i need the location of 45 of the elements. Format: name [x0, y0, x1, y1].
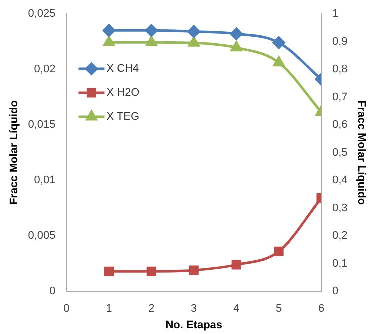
y2-tick-label: 0,3 [332, 202, 348, 214]
point [104, 266, 114, 276]
point [102, 24, 116, 37]
point [104, 36, 115, 46]
point [189, 266, 199, 276]
y2-tick-label: 0,2 [332, 230, 348, 242]
x-tick-label: 5 [276, 303, 282, 316]
x-tick-label: 0 [64, 303, 70, 316]
y-tick-label: 0,02 [34, 64, 56, 76]
x-tick-label: 4 [234, 303, 240, 316]
y2-tick-label: 0,1 [332, 258, 348, 270]
point [145, 24, 158, 37]
point [230, 28, 243, 40]
legend-label: X CH4 [106, 63, 140, 76]
y-tick-label: 0,025 [28, 8, 56, 20]
point [273, 56, 285, 67]
point [231, 42, 242, 52]
point [274, 246, 284, 256]
x-tick-label: 3 [191, 303, 198, 316]
y-tick-label: 0,015 [28, 119, 56, 132]
y2-axis-title: Fracc Molar Líquido [355, 100, 368, 206]
y2-tick-label: 0,6 [332, 119, 348, 132]
y2-tick-label: 0,4 [332, 174, 348, 187]
y-tick-label: 0 [50, 286, 56, 298]
x-tick-label: 2 [148, 303, 155, 316]
y2-tick-label: 0,9 [332, 36, 348, 48]
point [272, 36, 286, 50]
legend-label: X H2O [106, 87, 140, 100]
y-tick-label: 0,01 [34, 174, 56, 187]
point [188, 36, 200, 47]
point [146, 266, 156, 276]
point [146, 36, 158, 46]
x-tick-label: 6 [318, 303, 325, 316]
y2-tick-label: 0,7 [332, 91, 348, 104]
point [232, 260, 242, 270]
y2-tick-label: 0,8 [332, 64, 348, 76]
point [188, 26, 200, 38]
x-axis-title: No. Etapas [166, 319, 223, 332]
x-tick-label: 1 [106, 303, 112, 316]
y2-tick-label: 0,5 [332, 146, 348, 159]
y2-tick-label: 1 [332, 8, 339, 20]
y-axis-title: Fracc Molar Líquido [8, 100, 21, 206]
y2-tick-label: 0 [332, 286, 339, 298]
y-tick-label: 0,005 [28, 230, 56, 242]
legend-label: X TEG [106, 111, 140, 124]
